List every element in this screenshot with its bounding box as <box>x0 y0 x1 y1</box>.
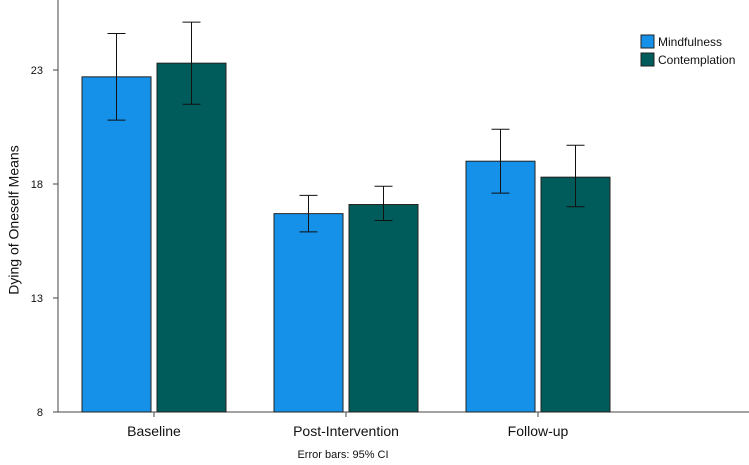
error-bars <box>107 21 585 233</box>
legend-label-contemplation: Contemplation <box>658 53 735 67</box>
x-tick-labels: Baseline Post-Intervention Follow-up <box>127 412 569 439</box>
error-bar <box>374 185 393 221</box>
legend-swatch-contemplation <box>640 52 655 67</box>
legend-label-mindfulness: Mindfulness <box>658 35 722 49</box>
error-bar <box>566 144 585 208</box>
y-ticks: 8 13 18 23 <box>31 65 58 419</box>
legend: Mindfulness Contemplation <box>640 34 735 67</box>
bar-mindfulness-baseline <box>81 76 152 413</box>
error-bar <box>182 21 201 105</box>
x-tick-label: Follow-up <box>508 423 569 439</box>
y-tick-label: 8 <box>37 407 43 419</box>
y-tick-label: 23 <box>31 65 43 77</box>
bar-contemplation-baseline <box>156 62 227 413</box>
y-tick-label: 18 <box>31 179 43 191</box>
bar-contemplation-post-intervention <box>348 204 419 413</box>
x-tick-label: Baseline <box>127 423 181 439</box>
error-bars-note: Error bars: 95% CI <box>297 449 388 461</box>
error-bar <box>299 194 318 233</box>
y-axis-title: Dying of Oneself Means <box>6 145 22 294</box>
legend-swatch-mindfulness <box>640 34 655 49</box>
bar-mindfulness-post-intervention <box>273 213 344 413</box>
bars <box>81 62 611 413</box>
bar-mindfulness-follow-up <box>465 160 536 413</box>
y-tick-label: 13 <box>31 293 43 305</box>
error-bar <box>107 33 126 121</box>
bar-contemplation-follow-up <box>540 176 611 413</box>
error-bar <box>491 128 510 194</box>
x-tick-label: Post-Intervention <box>293 423 399 439</box>
